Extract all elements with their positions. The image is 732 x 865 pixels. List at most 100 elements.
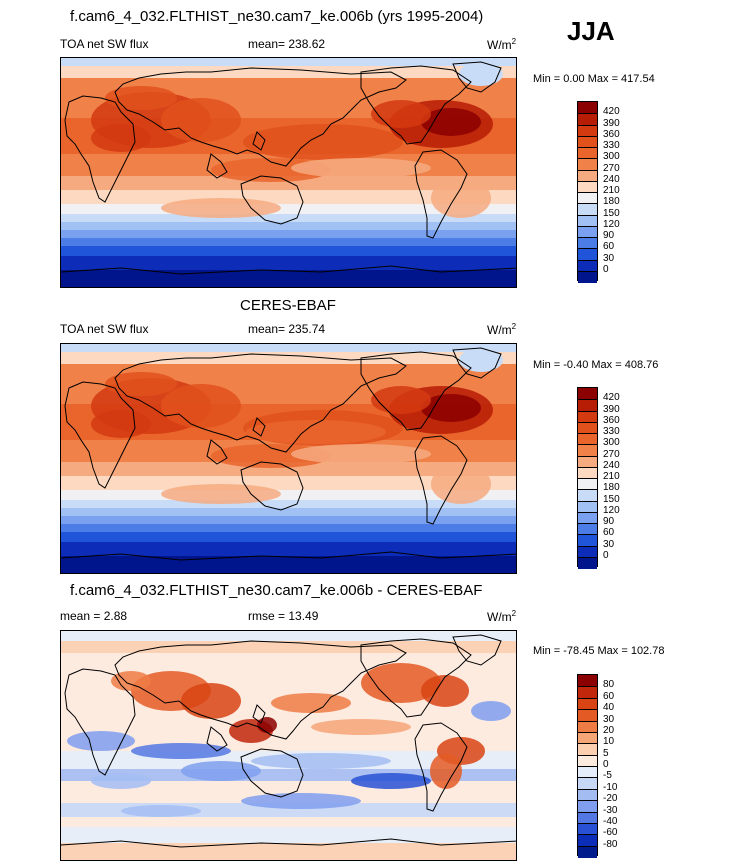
- colorbar-tick: [578, 731, 597, 733]
- colorbar-tick-label: -80: [603, 838, 618, 850]
- colorbar-tick: [578, 270, 597, 272]
- colorbar-swatch: [578, 102, 597, 114]
- contour-blob: [161, 98, 241, 142]
- colorbar-tick: [578, 203, 597, 205]
- colorbar-swatch: [578, 534, 597, 546]
- contour-band: [61, 270, 516, 287]
- panel1-minmax-label: Min = 0.00 Max = 417.54: [533, 73, 655, 85]
- colorbar-swatch: [578, 421, 597, 434]
- colorbar-tick-label: -40: [603, 815, 618, 827]
- colorbar-tick-label: 390: [603, 117, 620, 129]
- panel3-rmse-label: rmse = 13.49: [248, 609, 319, 623]
- colorbar-swatch: [578, 500, 597, 513]
- colorbar-tick: [578, 192, 597, 193]
- colorbar-tick: [578, 511, 597, 513]
- colorbar-swatch: [578, 709, 597, 721]
- panel3-difference-map: [60, 630, 517, 861]
- colorbar-tick: [578, 169, 597, 171]
- colorbar-tick: [578, 766, 597, 767]
- colorbar-swatch: [578, 466, 597, 479]
- colorbar-tick: [578, 124, 597, 126]
- colorbar-tick: [578, 800, 597, 802]
- colorbar-tick: [578, 259, 597, 261]
- contour-blob: [251, 753, 391, 769]
- colorbar-tick-label: 0: [603, 759, 609, 770]
- contour-band: [61, 66, 516, 78]
- coastline: [64, 95, 136, 203]
- map-canvas: [61, 344, 516, 573]
- coastline: [240, 461, 304, 511]
- colorbar-tick: [578, 834, 597, 836]
- contour-blob: [67, 731, 135, 751]
- colorbar-tick: [578, 147, 597, 148]
- colorbar-swatch: [578, 731, 597, 744]
- colorbar-tick-label: 120: [603, 504, 620, 516]
- panel2-units-label: W/m2: [487, 322, 517, 337]
- colorbar-tick: [578, 225, 597, 227]
- season-label: JJA: [567, 16, 615, 46]
- colorbar-tick: [578, 743, 597, 745]
- colorbar-swatch: [578, 675, 597, 687]
- colorbar-tick: [578, 788, 597, 790]
- colorbar-tick: [578, 500, 597, 502]
- colorbar-swatch: [578, 259, 597, 272]
- map-canvas: [61, 631, 516, 860]
- colorbar-swatch: [578, 845, 597, 858]
- colorbar-swatch: [578, 399, 597, 411]
- colorbar-tick-label: 150: [603, 207, 620, 219]
- colorbar-tick: [578, 709, 597, 711]
- contour-blob: [181, 761, 261, 781]
- coastline: [452, 634, 502, 666]
- contour-band: [61, 827, 516, 843]
- contour-blob: [421, 108, 481, 136]
- colorbar-swatch: [578, 248, 597, 260]
- colorbar-tick-label: -5: [603, 770, 612, 782]
- colorbar-tick-label: 330: [603, 426, 620, 437]
- contour-blob: [311, 719, 411, 735]
- contour-band: [61, 500, 516, 508]
- contour-blob: [91, 773, 151, 789]
- colorbar-tick-label: 0: [603, 549, 609, 561]
- colorbar-swatch: [578, 811, 597, 824]
- contour-band: [61, 344, 516, 352]
- colorbar-swatch: [578, 237, 597, 249]
- colorbar-tick: [578, 697, 597, 699]
- colorbar-tick-label: 420: [603, 392, 620, 404]
- panel2-variable-label: TOA net SW flux: [60, 322, 149, 336]
- coastline: [252, 131, 266, 151]
- contour-blob: [431, 178, 491, 218]
- coastline: [414, 722, 468, 812]
- panel1-colorbar: [577, 101, 598, 283]
- contour-blob: [246, 420, 386, 444]
- colorbar-tick-label: 390: [603, 403, 620, 415]
- colorbar-tick: [578, 237, 597, 238]
- colorbar-swatch: [578, 822, 597, 835]
- contour-band: [61, 532, 516, 542]
- colorbar-tick-label: 300: [603, 151, 620, 163]
- colorbar-swatch: [578, 135, 597, 148]
- colorbar-swatch: [578, 455, 597, 468]
- contour-blob: [361, 663, 441, 703]
- colorbar-swatch: [578, 124, 597, 137]
- contour-blob: [105, 372, 177, 396]
- colorbar-tick-label: 360: [603, 414, 620, 426]
- panel3-minmax-label: Min = -78.45 Max = 102.78: [533, 645, 665, 657]
- panel2-obs-map: [60, 343, 517, 574]
- coastline: [61, 838, 516, 848]
- colorbar-tick-label: 300: [603, 437, 620, 449]
- colorbar-tick: [578, 845, 597, 847]
- colorbar-tick-label: 5: [603, 747, 609, 759]
- colorbar-swatch: [578, 788, 597, 801]
- contour-blob: [421, 675, 469, 707]
- colorbar-tick: [578, 444, 597, 446]
- contour-band: [61, 490, 516, 500]
- colorbar-tick-label: 330: [603, 140, 620, 151]
- contour-blob: [291, 444, 431, 464]
- panel3-colorbar: [577, 674, 598, 858]
- colorbar-swatch: [578, 169, 597, 182]
- colorbar-swatch: [578, 203, 597, 215]
- contour-band: [61, 631, 516, 641]
- contour-band: [61, 508, 516, 516]
- colorbar-swatch: [578, 686, 597, 699]
- colorbar-tick-label: 10: [603, 736, 615, 748]
